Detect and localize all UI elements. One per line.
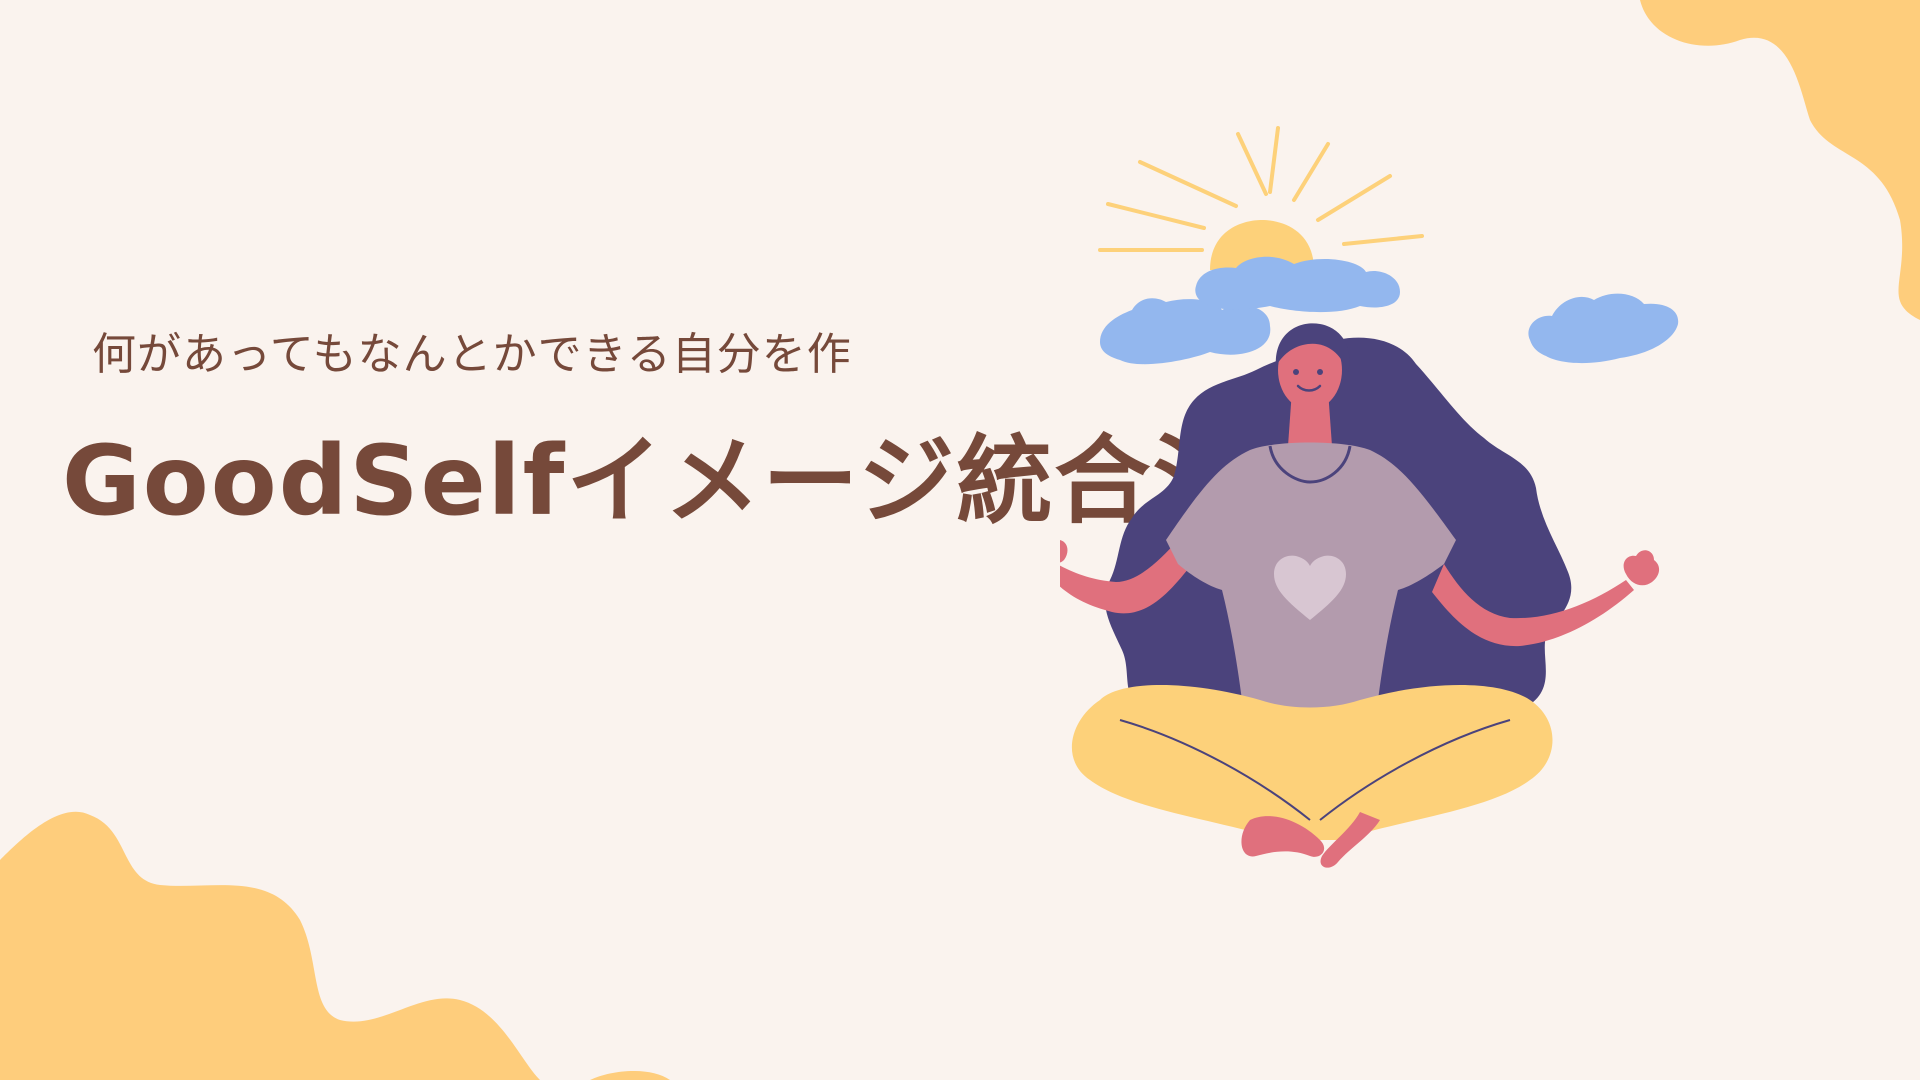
leg-line	[1319, 719, 1511, 821]
cloud-icon	[1528, 293, 1679, 364]
leg-line	[1119, 719, 1311, 821]
heart-icon	[1274, 555, 1346, 620]
hair-fringe	[1275, 323, 1350, 372]
left-arm	[1060, 540, 1192, 614]
bottom-center-blob	[590, 1070, 670, 1080]
foot	[1320, 812, 1380, 868]
subtitle: 何があってもなんとかできる自分を作	[92, 329, 852, 380]
shirt-collar	[1268, 445, 1352, 484]
bottom-left-blob	[0, 811, 540, 1080]
legs	[1071, 685, 1553, 840]
page-title: GoodSelfイメージ統合法	[62, 425, 1251, 537]
cloud-icon	[1100, 298, 1271, 365]
sun-icon	[1210, 220, 1314, 270]
right-hand	[1623, 550, 1660, 586]
eye	[1293, 369, 1299, 375]
right-arm	[1432, 564, 1634, 647]
meditating-woman-illustration	[1060, 126, 1679, 868]
left-hand	[1060, 540, 1068, 563]
face	[1278, 330, 1342, 410]
top-right-blob	[1640, 0, 1920, 320]
sun-rays	[1098, 126, 1424, 252]
eye	[1317, 369, 1323, 375]
foot	[1241, 816, 1325, 857]
smile	[1296, 384, 1322, 392]
cloud-icon	[1195, 256, 1400, 313]
